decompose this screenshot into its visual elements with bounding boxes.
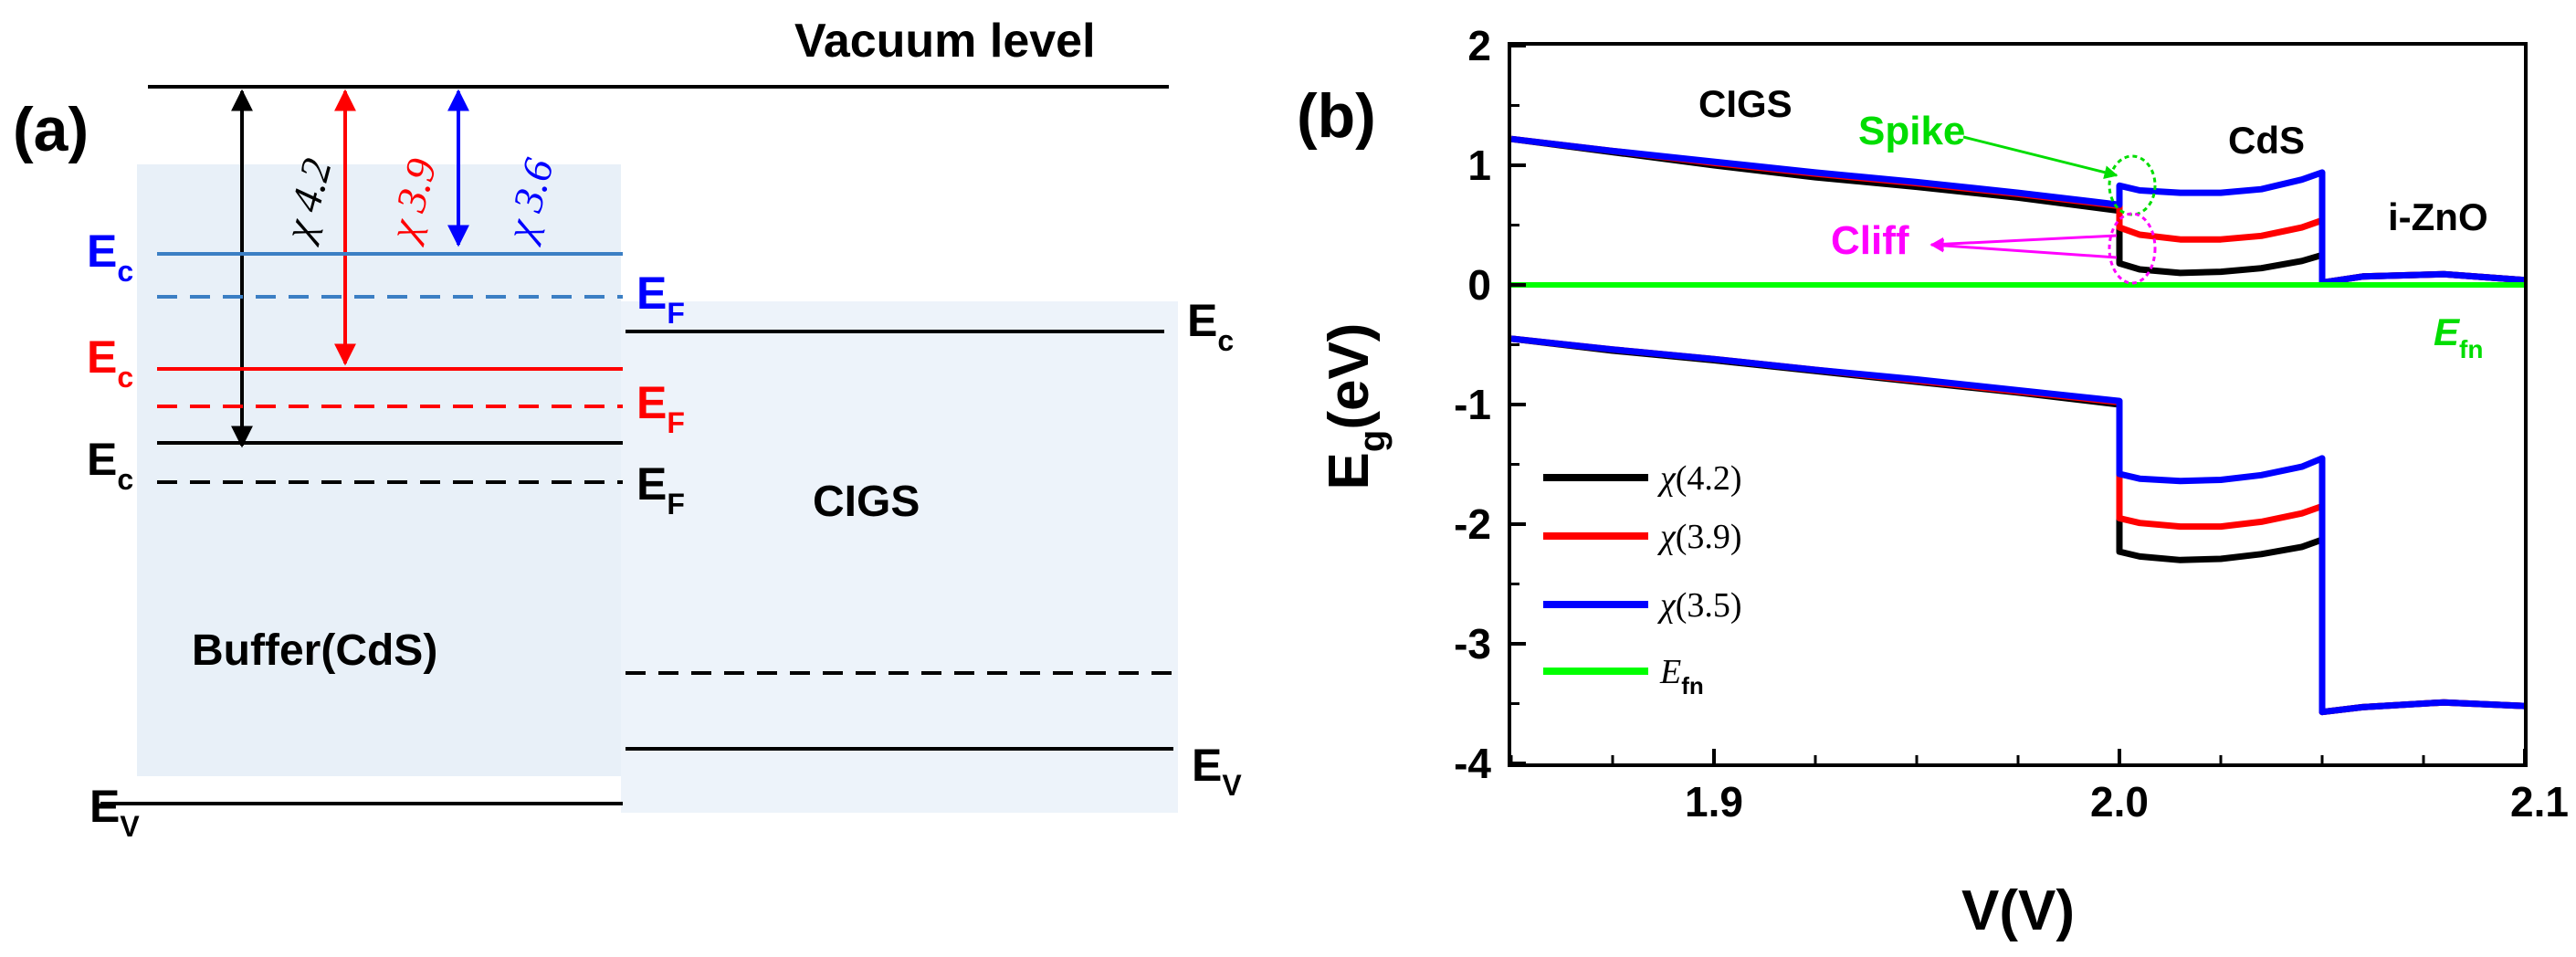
cigs-region-label: CIGS (813, 478, 920, 526)
svg-text:χ(3.9): χ(3.9) (1656, 518, 1742, 556)
svg-text:χ(4.2): χ(4.2) (1656, 459, 1742, 498)
y-tick-label: -4 (1454, 740, 1491, 787)
svg-text:Efn: Efn (1659, 653, 1704, 699)
x-tick-label: 2.0 (2090, 778, 2149, 826)
cigs-ev-label: EV (1192, 740, 1242, 802)
ec-blue-label: Ec (87, 226, 133, 288)
series-line-0 (1510, 135, 2526, 286)
legend-entry-chi-4-2: χ(4.2) (1543, 459, 1742, 498)
cliff-label: Cliff (1831, 218, 1909, 263)
y-tick-label: 1 (1467, 142, 1491, 189)
panel-b: (b) 2 1 0 -1 -2 -3 -4 1.9 2.0 2.1 Eg(eV) V(V) CIG… (1297, 22, 2569, 942)
ef-blue-label: EF (636, 268, 685, 330)
spike-arrow (1962, 135, 2119, 180)
axis-ticks: 2 1 0 -1 -2 -3 -4 1.9 2.0 2.1 (1454, 22, 2569, 826)
ef-black-label: EF (636, 458, 685, 521)
buffer-shading (137, 164, 621, 776)
zno-plot-label: i-ZnO (2388, 195, 2488, 238)
cliff-arrow-1 (1929, 234, 2118, 251)
buffer-region-label: Buffer(CdS) (192, 626, 437, 675)
x-tick-label: 1.9 (1685, 778, 1743, 826)
plot-lines (1510, 135, 2526, 716)
cliff-circle (2108, 212, 2157, 285)
cds-plot-label: CdS (2228, 119, 2305, 162)
y-tick-label: 2 (1467, 22, 1491, 69)
legend-entry-chi-3-5: χ(3.5) (1543, 586, 1742, 625)
spike-circle (2108, 154, 2157, 216)
cigs-plot-label: CIGS (1698, 82, 1793, 125)
vacuum-level-label: Vacuum level (794, 15, 1096, 68)
cigs-ec-label: Ec (1187, 295, 1234, 357)
x-tick-label: 2.1 (2510, 778, 2569, 826)
legend-entry-chi-3-9: χ(3.9) (1543, 518, 1742, 556)
efn-plot-label: Efn (2434, 310, 2483, 363)
svg-text:χ(3.5): χ(3.5) (1656, 586, 1742, 625)
series-line-2 (1510, 135, 2526, 286)
panel-a: (a) Vacuum level χ 4.2 χ 3.9 χ 3.6 Ec EF… (13, 15, 1242, 843)
x-axis-title: V(V) (1961, 879, 2075, 942)
cigs-shading (621, 301, 1178, 813)
buffer-ev-label: EV (89, 781, 140, 843)
legend: χ(4.2) χ(3.9) χ(3.5) Efn (1543, 459, 1742, 699)
ec-black-label: Ec (87, 434, 133, 496)
y-tick-label: -1 (1454, 381, 1491, 428)
panel-b-label: (b) (1297, 81, 1376, 151)
plot-frame (1508, 42, 2528, 767)
y-tick-label: -2 (1454, 500, 1491, 548)
y-tick-label: -3 (1454, 620, 1491, 668)
panel-a-label: (a) (13, 95, 89, 164)
ec-red-label: Ec (87, 331, 133, 394)
ef-red-label: EF (636, 377, 685, 439)
y-tick-label: 0 (1467, 261, 1491, 309)
series-line-5 (1510, 335, 2526, 716)
svg-text:Eg(eV): Eg(eV) (1318, 323, 1393, 490)
spike-label: Spike (1858, 109, 1965, 153)
y-axis-title: Eg(eV) (1318, 323, 1393, 490)
legend-entry-efn: Efn (1543, 653, 1704, 699)
cliff-arrow-2 (1929, 238, 2118, 259)
